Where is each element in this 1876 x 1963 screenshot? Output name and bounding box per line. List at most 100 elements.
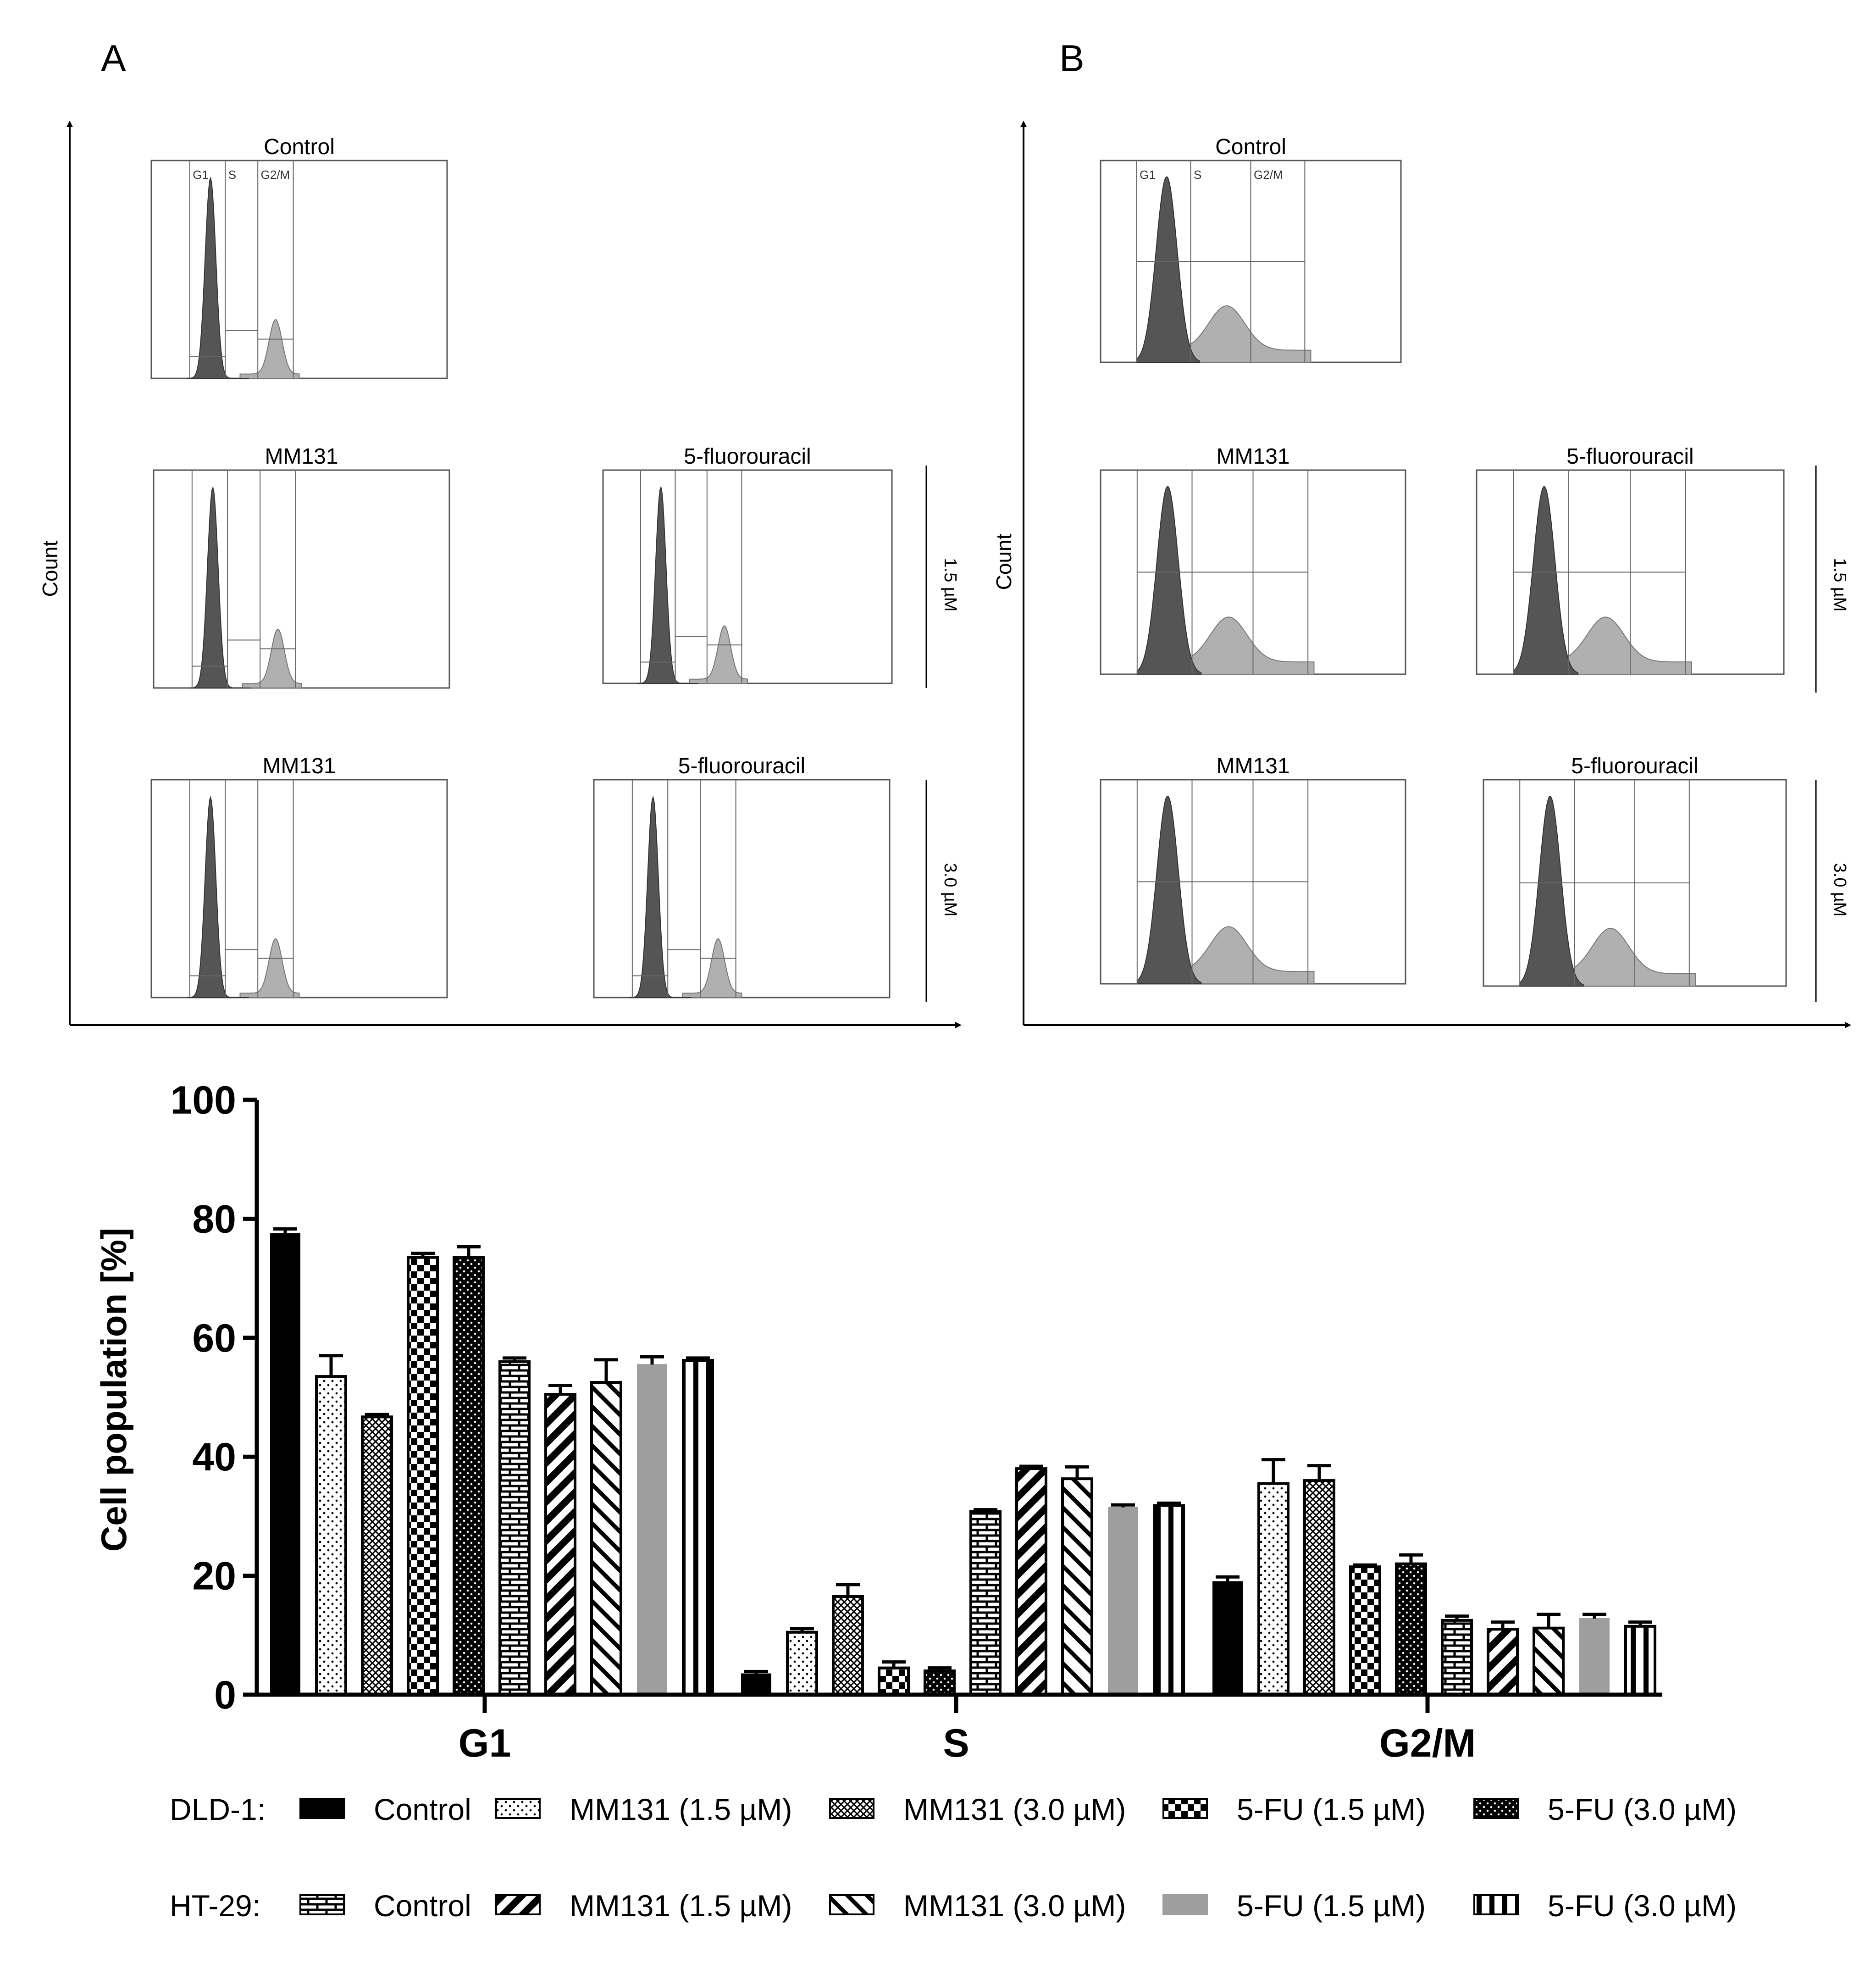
y-axis-ticks: 0 20 40 60 80 100 xyxy=(171,1078,257,1717)
legend-entry-label: 5-FU (3.0 µM) xyxy=(1548,1792,1737,1826)
histogram-b-3: 5-fluorouracil xyxy=(1476,444,1785,675)
bar xyxy=(315,1375,347,1696)
panel-a-label: A xyxy=(101,38,126,79)
histogram-a-4: MM131 xyxy=(150,754,448,998)
y-tick-label: 80 xyxy=(192,1197,236,1241)
bar xyxy=(270,1233,300,1695)
histogram-gate-label: G2/M xyxy=(261,168,290,182)
panel-b: B Count 1.5 µM 3.0 µM xyxy=(992,38,1851,1028)
bar xyxy=(498,1360,531,1696)
bar xyxy=(741,1673,771,1695)
legend-entry-label: Control xyxy=(374,1792,471,1826)
histogram-g1-peak xyxy=(629,795,692,998)
bar xyxy=(361,1415,393,1696)
histogram-title: 5-fluorouracil xyxy=(678,754,805,778)
histogram-title: MM131 xyxy=(262,754,336,778)
bar xyxy=(1015,1467,1047,1696)
histogram-title: MM131 xyxy=(1216,754,1289,778)
histogram-b-2: MM131 xyxy=(1100,444,1406,675)
histogram-a-5: 5-fluorouracil xyxy=(593,754,891,998)
histogram-sg2-peak xyxy=(239,938,300,998)
x-axis-ticks: G1 S G2/M xyxy=(459,1695,1476,1765)
x-tick-label: S xyxy=(943,1721,969,1765)
legend-entry-label: Control xyxy=(374,1889,471,1923)
legend-entry-label: 5-FU (3.0 µM) xyxy=(1548,1889,1737,1923)
histogram-title: Control xyxy=(264,135,335,159)
histogram-title: 5-fluorouracil xyxy=(1566,444,1693,469)
histogram-a-3: 5-fluorouracil xyxy=(602,444,893,684)
panel-b-y-axis-label: Count xyxy=(992,533,1016,590)
histogram-gate-label: G1 xyxy=(1140,168,1156,182)
histogram-gate-label: G2/M xyxy=(1254,168,1283,182)
bar xyxy=(1349,1565,1381,1697)
bar xyxy=(1303,1479,1335,1697)
histogram-b-5: 5-fluorouracil xyxy=(1483,754,1787,987)
bar xyxy=(878,1666,910,1697)
legend-swatch xyxy=(829,1798,874,1819)
legend: DLD-1: Control MM131 (1.5 µM) MM131 (3.0 µM… xyxy=(170,1792,1737,1923)
histogram-gate-label: G1 xyxy=(193,168,209,182)
bar xyxy=(1624,1625,1656,1696)
histogram-title: MM131 xyxy=(265,444,338,469)
legend-entry-label: MM131 (3.0 µM) xyxy=(903,1889,1126,1923)
bar xyxy=(786,1630,818,1696)
histogram-g1-peak xyxy=(187,795,249,998)
bar xyxy=(969,1510,1002,1696)
bar xyxy=(682,1359,714,1696)
legend-entry-label: MM131 (1.5 µM) xyxy=(570,1792,792,1826)
legend-entry-label: 5-FU (1.5 µM) xyxy=(1237,1889,1426,1923)
bar xyxy=(1212,1581,1243,1696)
histogram-title: 5-fluorouracil xyxy=(684,444,811,469)
histogram-frame xyxy=(602,469,893,684)
y-tick-label: 40 xyxy=(192,1435,236,1479)
legend-entry-label: 5-FU (1.5 µM) xyxy=(1237,1792,1426,1826)
y-tick-label: 100 xyxy=(171,1078,237,1122)
legend-swatch xyxy=(1473,1894,1519,1915)
y-tick-label: 0 xyxy=(214,1673,236,1717)
bar xyxy=(1395,1562,1427,1696)
legend-swatch xyxy=(829,1894,874,1915)
bar xyxy=(1108,1507,1138,1696)
panel-b-label: B xyxy=(1059,38,1085,79)
legend-swatch xyxy=(1162,1798,1208,1819)
bar-chart-y-label: Cell population [%] xyxy=(94,1228,134,1552)
bar xyxy=(544,1393,576,1696)
histogram-group: Control G1 S G2/M MM131 5-fluorouracil MM131 5-… xyxy=(150,135,1787,998)
bar xyxy=(1441,1619,1473,1696)
histogram-a-1: Control G1 S G2/M xyxy=(150,135,448,379)
x-tick-label: G1 xyxy=(459,1721,511,1765)
legend-group-label: DLD-1: xyxy=(170,1792,266,1826)
histogram-frame xyxy=(153,469,450,689)
bar xyxy=(924,1669,956,1697)
histogram-sg2-peak xyxy=(239,319,300,379)
legend-swatch xyxy=(495,1798,541,1819)
bar xyxy=(637,1364,667,1696)
histogram-g1-peak xyxy=(189,486,251,688)
bar xyxy=(1061,1477,1093,1696)
histogram-a-2: MM131 xyxy=(153,444,450,689)
y-tick-label: 20 xyxy=(192,1554,236,1598)
panel-a: A Count 1.5 µM 3.0 µM xyxy=(38,38,962,1028)
legend-swatch xyxy=(299,1894,345,1915)
bar xyxy=(1487,1628,1519,1697)
legend-entry-label: MM131 (3.0 µM) xyxy=(903,1792,1126,1826)
histogram-sg2-peak xyxy=(242,628,302,688)
bar xyxy=(1153,1504,1185,1696)
bar xyxy=(453,1256,485,1697)
histogram-title: 5-fluorouracil xyxy=(1571,754,1698,778)
legend-swatch xyxy=(299,1798,345,1819)
legend-swatch xyxy=(495,1894,541,1915)
histogram-b-1: Control G1 S G2/M xyxy=(1100,135,1402,363)
histogram-gate-label: S xyxy=(1194,168,1201,182)
histogram-g1-peak xyxy=(187,176,249,379)
histogram-g1-peak xyxy=(637,485,698,684)
bar xyxy=(407,1256,439,1697)
histogram-title: Control xyxy=(1215,135,1286,159)
panel-a-y-axis-label: Count xyxy=(38,540,62,597)
bars xyxy=(270,1227,1656,1697)
bar xyxy=(1533,1626,1565,1697)
legend-group-label: HT-29: xyxy=(170,1889,260,1923)
y-tick-label: 60 xyxy=(192,1316,236,1360)
histogram-title: MM131 xyxy=(1216,444,1289,469)
bar xyxy=(590,1381,622,1696)
